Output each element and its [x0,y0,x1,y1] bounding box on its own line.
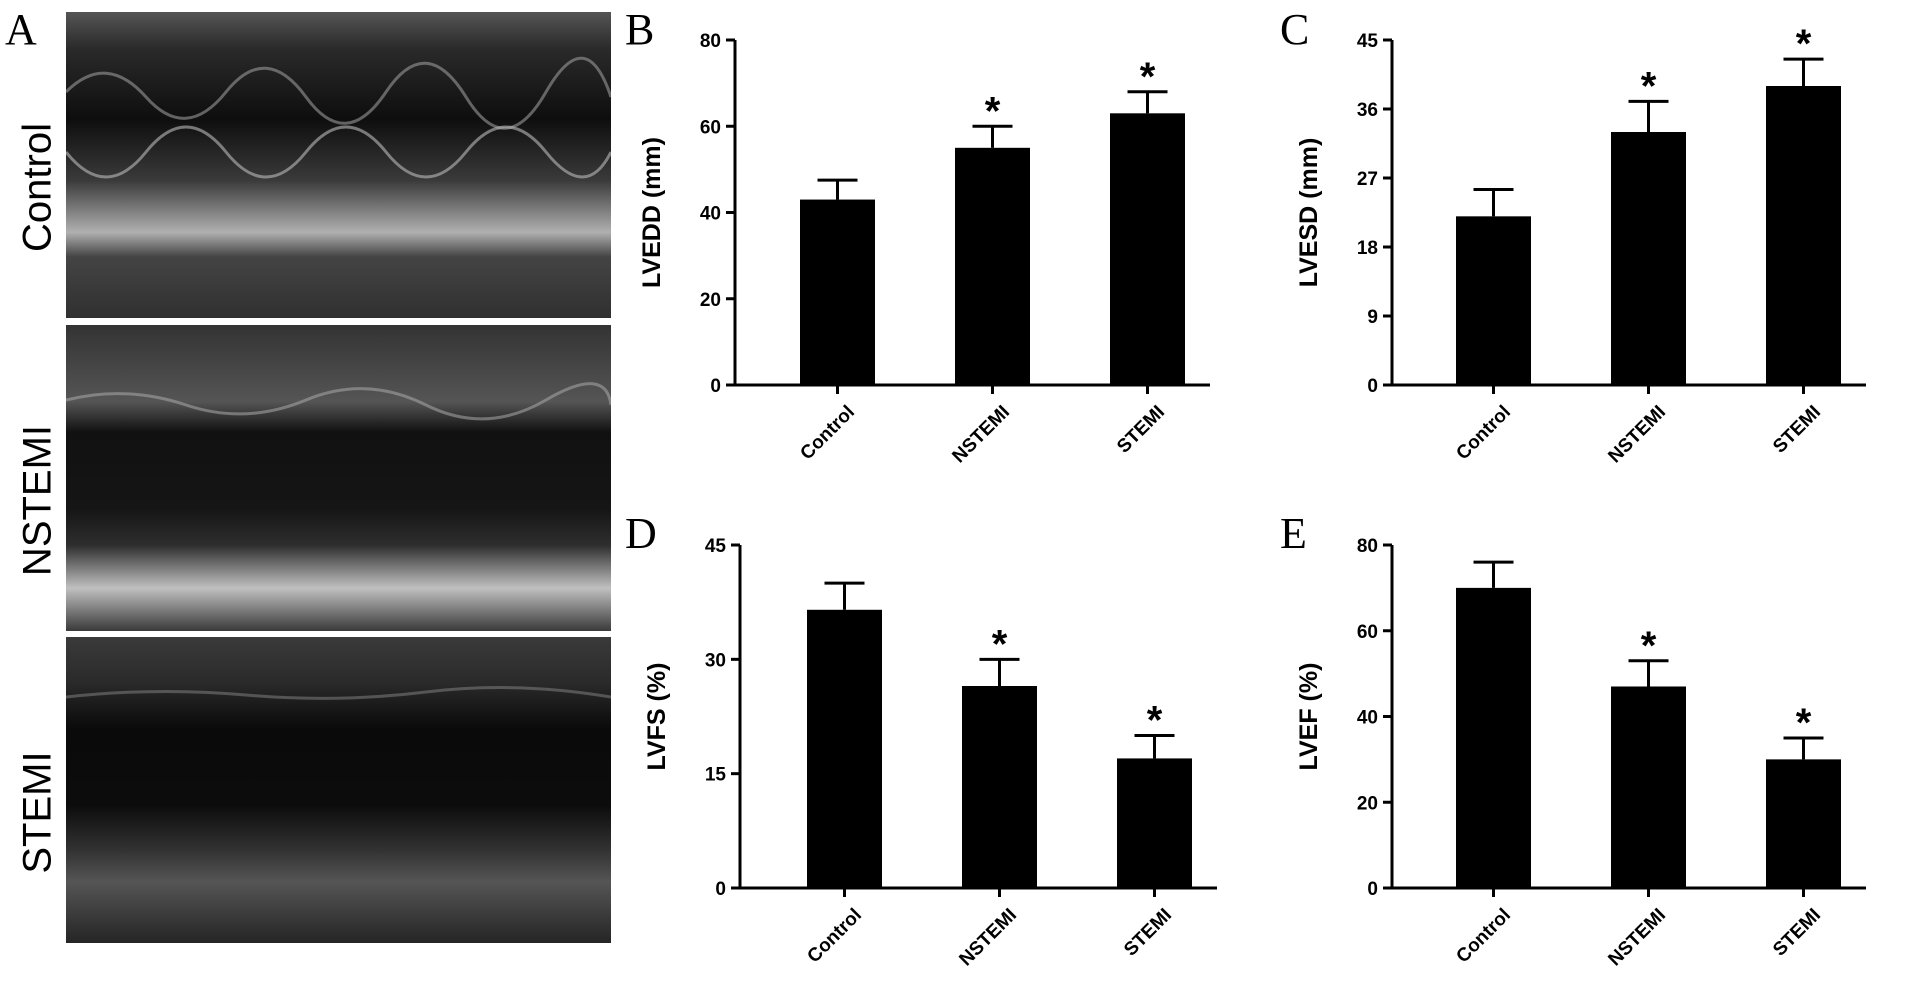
y-tick-label: 0 [1367,376,1378,397]
panel-a-letter: A [5,5,37,54]
y-tick-label: 36 [1357,100,1378,121]
chart-e: 0 20 40 60 80 LVEF (%) Control * NSTEMI * STEMI [1295,536,1866,970]
y-tick-label: 20 [700,290,721,311]
bar-stemi [1117,758,1192,888]
x-tick-label: Control [1452,402,1515,465]
y-tick-label: 40 [700,204,721,225]
echo-image-control [66,12,611,318]
y-tick-label: 18 [1357,238,1378,259]
y-axis-label: LVEDD (mm) [638,137,666,288]
x-tick-label: NSTEMI [1604,905,1670,971]
echo-texture-control [66,12,611,318]
bar-stemi [1766,759,1841,888]
x-tick-label: Control [796,402,859,465]
y-tick-label: 27 [1357,169,1378,190]
significance-marker: * [1641,624,1657,668]
significance-marker: * [1140,55,1156,99]
bar-control [1456,587,1531,888]
y-axis-label: LVEF (%) [1295,663,1323,771]
bar-stemi [1110,113,1185,385]
chart-c: 0 9 18 27 36 45 LVESD (mm) Control * NSTEMI * STEMI [1295,22,1866,467]
y-tick-label: 0 [715,879,726,900]
x-tick-label: Control [1452,905,1515,968]
panel-c-letter: C [1280,5,1310,54]
y-tick-label: 60 [700,117,721,138]
x-tick-label: STEMI [1120,905,1176,961]
y-tick-label: 30 [705,650,726,671]
y-tick-label: 0 [710,376,721,397]
bar-nstemi [955,147,1030,385]
significance-marker: * [992,622,1008,666]
chart-b: 0 20 40 60 80 LVEDD (mm) Control * NSTEMI * STEMI [638,31,1210,467]
bar-control [800,199,875,385]
y-tick-label: 80 [700,31,721,52]
echo-texture-stemi [66,637,611,943]
x-tick-label: NSTEMI [1604,402,1670,468]
y-tick-label: 9 [1367,307,1378,328]
panel-b-letter: B [625,5,655,54]
y-tick-label: 60 [1357,622,1378,643]
x-tick-label: STEMI [1113,402,1169,458]
y-tick-label: 40 [1357,708,1378,729]
bar-stemi [1766,86,1841,385]
chart-d: 0 15 30 45 LVFS (%) Control * NSTEMI * STEMI [643,536,1217,970]
bar-control [807,609,882,888]
y-axis-label: LVFS (%) [643,663,671,771]
y-tick-label: 45 [705,536,727,557]
echo-image-stemi [66,637,611,943]
bar-control [1456,216,1531,385]
x-tick-label: STEMI [1769,402,1825,458]
x-tick-label: STEMI [1769,905,1825,961]
y-tick-label: 15 [705,765,727,786]
x-tick-label: NSTEMI [948,402,1014,468]
echo-texture-nstemi [66,325,611,631]
panel-d-letter: D [625,509,657,558]
significance-marker: * [985,89,1001,133]
panel-e-letter: E [1280,509,1307,558]
x-tick-label: NSTEMI [955,905,1021,971]
bar-nstemi [1611,686,1686,888]
echo-image-nstemi [66,325,611,631]
y-tick-label: 0 [1367,879,1378,900]
significance-marker: * [1796,701,1812,745]
y-axis-label: LVESD (mm) [1295,138,1323,288]
y-tick-label: 80 [1357,536,1378,557]
significance-marker: * [1147,699,1163,743]
bar-nstemi [962,686,1037,888]
y-tick-label: 45 [1357,31,1379,52]
y-tick-label: 20 [1357,793,1378,814]
bar-nstemi [1611,132,1686,385]
significance-marker: * [1641,64,1657,108]
significance-marker: * [1796,22,1812,66]
x-tick-label: Control [803,905,866,968]
